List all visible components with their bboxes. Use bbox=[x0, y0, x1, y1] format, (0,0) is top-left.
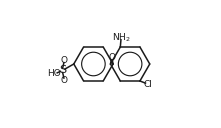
Text: O: O bbox=[60, 56, 67, 65]
Text: Cl: Cl bbox=[143, 80, 152, 89]
Text: NH$_2$: NH$_2$ bbox=[112, 31, 130, 44]
Text: O: O bbox=[108, 53, 115, 62]
Text: S: S bbox=[59, 65, 66, 75]
Text: HO: HO bbox=[47, 69, 61, 78]
Text: O: O bbox=[60, 76, 67, 85]
